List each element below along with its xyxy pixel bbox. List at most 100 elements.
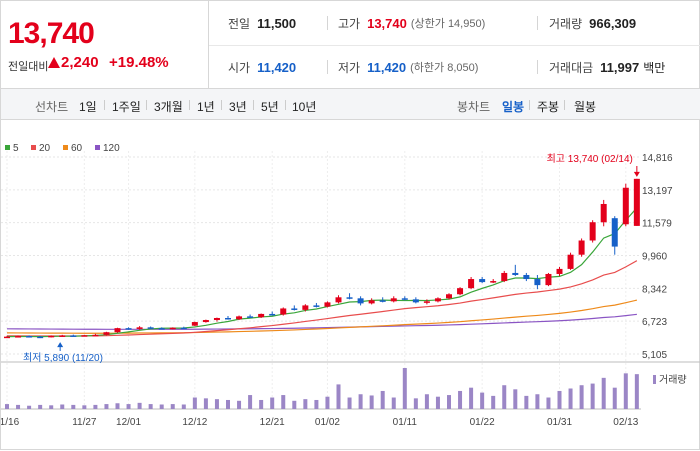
volume-bar — [148, 404, 153, 409]
y-tick-label: 14,816 — [642, 153, 673, 164]
volume-bar — [413, 398, 418, 409]
volume-bar — [546, 397, 551, 409]
candle-body — [180, 327, 187, 330]
price-chart: 14,816 13,197 11,579 9,960 8,342 6,723 5,105 5 2… — [1, 143, 700, 428]
min-annotation: 최저 5,890 (11/20) — [23, 352, 103, 364]
volume-bar — [634, 374, 639, 409]
ma5-line — [6, 207, 638, 338]
candle-body — [622, 187, 629, 225]
tab-monthly[interactable]: 월봉 — [574, 100, 597, 114]
volume-bar — [513, 389, 518, 409]
legend-swatch — [5, 145, 10, 150]
volume-label: 거래량 — [659, 374, 687, 386]
candle-body — [81, 335, 88, 337]
candle-body — [313, 305, 320, 307]
volume-bar — [49, 405, 54, 409]
volume-legend-swatch — [653, 375, 656, 384]
candle-body — [136, 327, 143, 329]
open-price: 시가 11,420 — [228, 59, 297, 75]
volume-bar — [447, 395, 451, 409]
volume: 거래량 966,309 — [549, 15, 637, 31]
candle-body — [236, 316, 243, 320]
x-tick-label: 01/22 — [470, 417, 495, 428]
volume-bar — [137, 402, 142, 409]
max-arrow-icon — [633, 171, 640, 177]
volume-bar — [248, 395, 253, 409]
volume-bar — [568, 388, 573, 409]
volume-bar — [237, 400, 242, 409]
volume-bar — [192, 397, 197, 409]
candle-body — [125, 328, 132, 330]
tab-period-3y[interactable]: 3년 — [229, 100, 247, 114]
volume-bar — [303, 399, 308, 409]
candle-body — [48, 335, 55, 338]
volume-bar — [281, 395, 286, 409]
candle-body — [490, 281, 497, 283]
current-price: 13,740 — [8, 17, 95, 50]
candle-body — [578, 240, 585, 255]
candle-body — [114, 328, 121, 333]
volume-bar — [579, 385, 584, 409]
candle-body — [302, 305, 309, 310]
max-annotation: 최고 13,740 (02/14) — [547, 153, 633, 165]
candle-body — [26, 336, 33, 338]
tab-period-1d[interactable]: 1일 — [79, 100, 97, 114]
volume-bar — [325, 396, 330, 409]
legend-label-ma5: 5 — [13, 143, 19, 154]
candle-body — [379, 300, 386, 302]
volume-bar — [601, 377, 606, 409]
volume-bar — [402, 368, 407, 409]
tab-period-3m[interactable]: 3개월 — [154, 100, 183, 114]
candle-body — [611, 218, 618, 247]
candle-body — [567, 254, 574, 269]
prev-close: 전일 11,500 — [228, 15, 297, 31]
candle-body — [534, 279, 541, 286]
tab-period-10y[interactable]: 10년 — [292, 100, 317, 114]
tab-period-5y[interactable]: 5년 — [261, 100, 279, 114]
candle-body — [633, 178, 640, 226]
volume-bar — [458, 390, 463, 409]
candle-body — [357, 298, 364, 304]
volume-bar — [203, 398, 208, 409]
candle-body — [545, 273, 552, 286]
volume-bar — [491, 395, 496, 409]
volume-bar — [347, 397, 352, 409]
candle-body — [147, 327, 154, 329]
volume-bar — [60, 404, 65, 409]
volume-bar — [126, 404, 131, 409]
candle-body — [501, 272, 508, 282]
low-price: 저가 11,420 (하한가 8,050) — [338, 59, 479, 75]
change-percent: +19.48% — [109, 54, 169, 71]
candle-body — [191, 322, 198, 326]
candle-body — [269, 313, 276, 316]
volume-bar — [93, 404, 98, 409]
trade-amount: 거래대금 11,997 백만 — [549, 59, 666, 75]
volume-bar — [38, 404, 43, 409]
y-tick-label: 13,197 — [642, 186, 673, 197]
candle-body — [412, 299, 419, 303]
volume-bar — [391, 397, 396, 409]
candle-body — [401, 298, 408, 300]
candle-body — [202, 320, 209, 323]
line-chart-label: 선차트 — [35, 100, 69, 114]
volume-bar — [469, 387, 474, 409]
candle-body — [335, 297, 342, 303]
candle-body — [324, 302, 331, 307]
candle-body — [434, 298, 441, 302]
candle-body — [346, 297, 353, 299]
tab-period-1w[interactable]: 1주일 — [112, 100, 141, 114]
y-tick-label: 6,723 — [642, 317, 667, 328]
volume-bar — [71, 404, 76, 409]
x-tick-label: 12/01 — [116, 417, 141, 428]
tab-weekly[interactable]: 주봉 — [537, 100, 560, 114]
candle-body — [59, 335, 66, 337]
x-tick-label: 02/13 — [613, 417, 638, 428]
candle-body — [37, 336, 44, 339]
candle-body — [247, 316, 254, 318]
candle-body — [589, 222, 596, 241]
ma20-line — [6, 260, 638, 337]
legend-swatch — [95, 145, 100, 150]
candle-body — [468, 279, 475, 289]
tab-daily[interactable]: 일봉 — [502, 100, 525, 114]
tab-period-1y[interactable]: 1년 — [197, 100, 215, 114]
